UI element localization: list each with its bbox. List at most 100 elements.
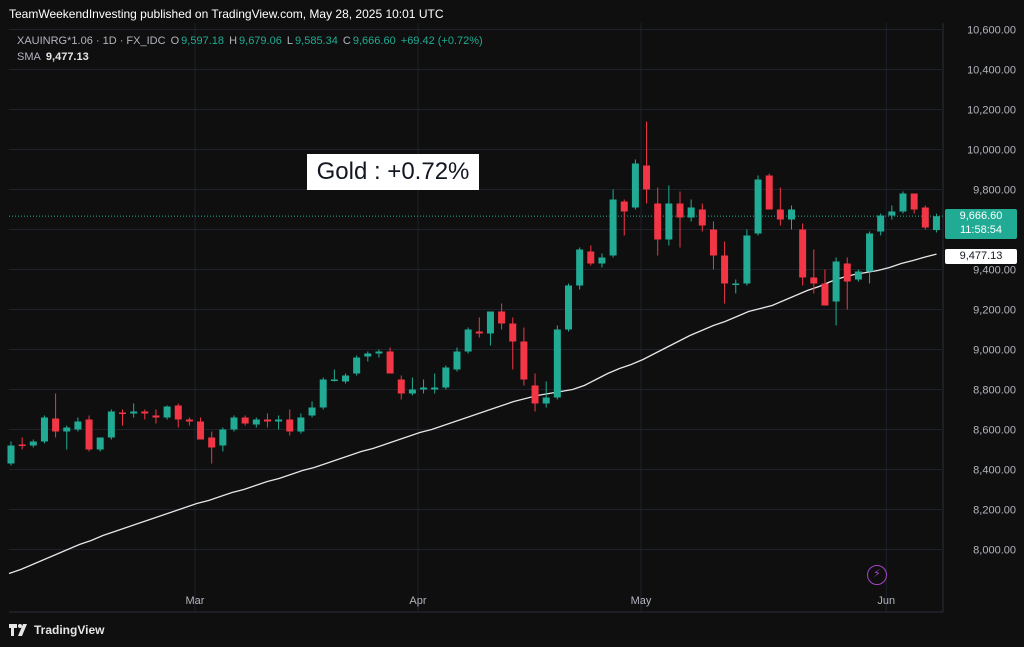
candle-body-up [353, 357, 361, 374]
candle-body-down [263, 419, 271, 422]
candle-body-down [721, 255, 729, 284]
candle-body-down [843, 263, 851, 282]
candle-body-up [420, 387, 428, 390]
candle-body-up [565, 285, 572, 330]
candle-body-up [7, 445, 15, 464]
bar-countdown: 11:58:54 [959, 224, 1002, 236]
candle-body-up [598, 257, 606, 264]
candle-body-up [40, 417, 48, 442]
close-label: C [342, 35, 351, 47]
high-value: 9,679.06 [239, 35, 282, 47]
candle-body-up [297, 417, 305, 432]
candle-body-up [29, 441, 37, 446]
candle-body-up [63, 427, 71, 432]
candle-body-down [643, 165, 651, 190]
candle-body-up [252, 419, 260, 425]
candle-body-up [319, 379, 327, 408]
candle-body-down [520, 341, 528, 380]
candle-body-down [498, 311, 506, 324]
candle-body-down [921, 207, 929, 228]
candle-body-up [576, 249, 584, 286]
low-label: L [286, 35, 294, 47]
sma-legend: SMA 9,477.13 [17, 51, 91, 63]
candle-body-up [486, 311, 494, 334]
y-tick-label: 10,000.00 [967, 145, 1016, 157]
candle-body-up [342, 375, 349, 382]
close-value: 9,666.60 [352, 35, 396, 47]
candle-body-up [219, 429, 227, 446]
candle-body-up [96, 437, 104, 450]
y-tick-label: 9,800.00 [973, 185, 1016, 197]
candle-body-up [453, 351, 461, 370]
candle-body-down [475, 331, 483, 334]
candle-body-down [765, 175, 773, 210]
y-tick-label: 10,400.00 [967, 65, 1016, 77]
candle-body-down [620, 201, 628, 212]
y-tick-label: 8,200.00 [973, 505, 1016, 517]
candle-body-down [676, 203, 684, 218]
tradingview-footer[interactable]: TradingView [9, 623, 104, 637]
candle-body-down [185, 419, 193, 422]
candle-body-down [509, 323, 517, 342]
candle-body-down [821, 283, 829, 306]
candle-body-up [130, 411, 138, 414]
candle-body-down [531, 385, 539, 404]
candle-body-down [397, 379, 405, 394]
sma-label: SMA [17, 51, 41, 63]
candle-body-up [754, 179, 762, 234]
candle-body-down [386, 351, 394, 374]
candle-body-up [609, 199, 617, 256]
candle-body-down [241, 417, 249, 424]
y-tick-label: 10,600.00 [967, 25, 1016, 37]
sma-price-tag: 9,477.13 [945, 249, 1017, 264]
tradingview-logo-icon [9, 624, 27, 636]
y-tick-label: 8,400.00 [973, 465, 1016, 477]
open-label: O [170, 35, 180, 47]
candle-body-up [408, 389, 416, 394]
candle-body-down [709, 229, 717, 256]
candle-body-down [85, 419, 93, 450]
candle-body-up [687, 207, 695, 218]
candle-body-up [788, 209, 795, 220]
lightning-bolt-icon[interactable]: ⚡ [867, 565, 887, 585]
y-tick-label: 10,200.00 [967, 105, 1016, 117]
candle-body-down [698, 209, 706, 226]
candle-body-down [654, 203, 662, 240]
footer-brand: TradingView [34, 623, 105, 637]
candle-body-up [464, 329, 472, 352]
candle-body-up [308, 407, 316, 416]
y-tick-label: 8,800.00 [973, 385, 1016, 397]
y-tick-label: 8,600.00 [973, 425, 1016, 437]
candle-body-down [810, 277, 818, 284]
change-value: +69.42 (+0.72%) [400, 35, 483, 47]
candle-body-down [208, 437, 216, 448]
candle-body-up [888, 211, 896, 216]
candle-body-down [52, 418, 60, 432]
candle-body-down [776, 209, 784, 220]
candle-body-down [587, 251, 595, 264]
y-tick-label: 9,000.00 [973, 345, 1016, 357]
candle-body-up [163, 406, 171, 418]
plot-area [9, 23, 943, 612]
candle-body-up [553, 329, 561, 398]
candle-body-down [197, 421, 205, 440]
candle-body-up [107, 411, 115, 438]
symbol-line: XAUINRG*1.06 · 1D · FX_IDC [17, 35, 166, 47]
candle-body-down [119, 412, 126, 414]
sma-value: 9,477.13 [45, 51, 89, 63]
last-price: 9,666.60 [959, 210, 1003, 222]
x-tick-label: Jun [877, 595, 895, 607]
candle-body-up [275, 419, 283, 422]
candle-body-up [732, 283, 740, 285]
candle-body-down [152, 415, 160, 418]
y-tick-label: 9,200.00 [973, 305, 1016, 317]
low-value: 9,585.34 [295, 35, 338, 47]
candle-body-up [743, 235, 751, 284]
candle-body-up [631, 163, 639, 208]
candle-body-up [330, 379, 338, 381]
candle-body-up [866, 233, 874, 272]
ohlc-legend: XAUINRG*1.06 · 1D · FX_IDC O 9,597.18 H 9,… [17, 35, 485, 47]
candle-body-up [854, 271, 862, 280]
